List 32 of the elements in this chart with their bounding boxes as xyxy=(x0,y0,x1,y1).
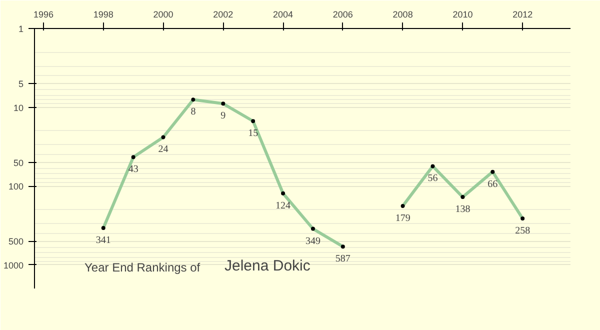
y-tick-label: 10 xyxy=(13,102,24,113)
data-label: 56 xyxy=(428,173,438,184)
x-tick-label: 1996 xyxy=(33,10,54,20)
x-tick-label: 2010 xyxy=(452,10,473,20)
data-label: 8 xyxy=(190,106,196,118)
text: Jelena Dokic xyxy=(224,258,311,274)
data-label: 66 xyxy=(488,178,498,190)
data-label: 9 xyxy=(220,110,226,122)
x-tick-label: 2004 xyxy=(273,10,294,20)
y-tick-label: 1000 xyxy=(3,260,24,270)
data-label: 24 xyxy=(158,144,168,156)
x-tick-label: 2000 xyxy=(153,10,174,20)
x-tick-label: 2006 xyxy=(332,10,353,20)
x-tick-label: 2002 xyxy=(213,10,234,20)
y-tick-label: 50 xyxy=(13,158,24,168)
data-label: 43 xyxy=(128,164,138,176)
data-label: 138 xyxy=(455,204,470,216)
y-tick-label: 500 xyxy=(8,236,24,247)
data-label: 349 xyxy=(305,236,320,247)
y-tick-label: 100 xyxy=(8,182,24,192)
data-label: 15 xyxy=(248,128,258,140)
text: Year End Rankings of xyxy=(84,260,201,274)
data-label: 179 xyxy=(395,212,410,224)
y-tick-label: 5 xyxy=(18,79,24,90)
x-tick-label: 1998 xyxy=(93,10,114,20)
data-label: 258 xyxy=(515,225,530,236)
x-tick-label: 2012 xyxy=(512,10,533,20)
data-label: 124 xyxy=(276,200,291,212)
data-label: 587 xyxy=(335,254,350,265)
y-tick-label: 1 xyxy=(18,24,24,34)
x-tick-label: 2008 xyxy=(392,10,413,20)
data-label: 341 xyxy=(96,234,111,246)
